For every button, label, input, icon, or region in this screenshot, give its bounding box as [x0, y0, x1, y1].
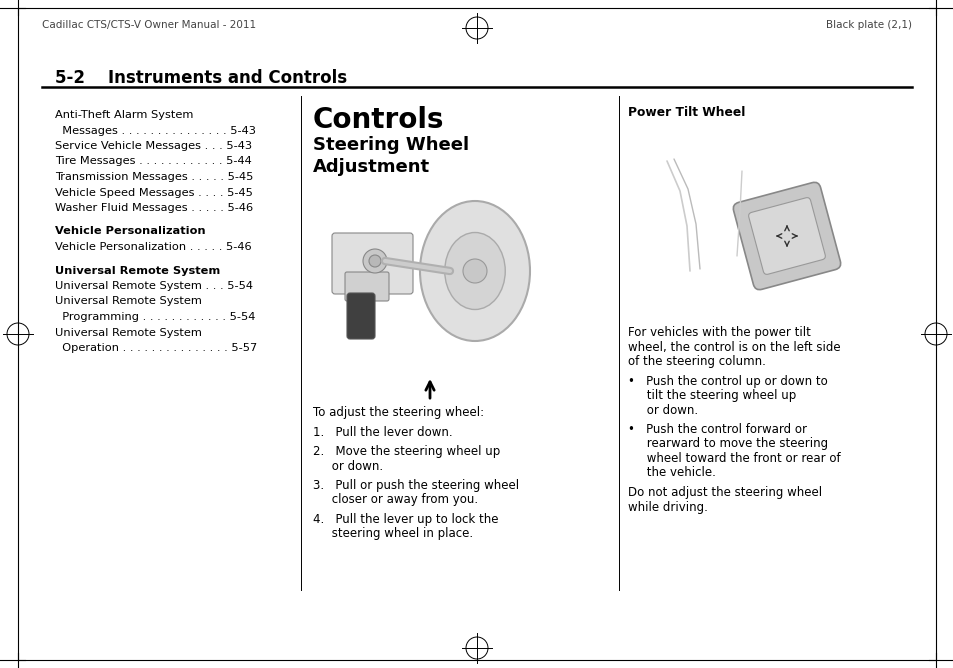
Text: Universal Remote System: Universal Remote System: [55, 297, 202, 307]
Circle shape: [363, 249, 387, 273]
Text: Transmission Messages . . . . . 5-45: Transmission Messages . . . . . 5-45: [55, 172, 253, 182]
Text: Vehicle Personalization . . . . . 5-46: Vehicle Personalization . . . . . 5-46: [55, 242, 252, 252]
Text: 5-2    Instruments and Controls: 5-2 Instruments and Controls: [55, 69, 347, 87]
Text: Cadillac CTS/CTS-V Owner Manual - 2011: Cadillac CTS/CTS-V Owner Manual - 2011: [42, 20, 255, 30]
Text: Tire Messages . . . . . . . . . . . . 5-44: Tire Messages . . . . . . . . . . . . 5-…: [55, 156, 252, 166]
Text: Do not adjust the steering wheel: Do not adjust the steering wheel: [627, 486, 821, 499]
FancyBboxPatch shape: [733, 182, 840, 290]
Text: Universal Remote System . . . 5-54: Universal Remote System . . . 5-54: [55, 281, 253, 291]
Text: Operation . . . . . . . . . . . . . . . 5-57: Operation . . . . . . . . . . . . . . . …: [55, 343, 257, 353]
Text: 3.   Pull or push the steering wheel: 3. Pull or push the steering wheel: [313, 479, 518, 492]
Ellipse shape: [419, 201, 530, 341]
Text: closer or away from you.: closer or away from you.: [313, 494, 477, 506]
Text: Black plate (2,1): Black plate (2,1): [825, 20, 911, 30]
Text: Vehicle Personalization: Vehicle Personalization: [55, 226, 206, 236]
Text: steering wheel in place.: steering wheel in place.: [313, 528, 473, 540]
Text: rearward to move the steering: rearward to move the steering: [627, 438, 827, 450]
Circle shape: [462, 259, 486, 283]
Text: Messages . . . . . . . . . . . . . . . 5-43: Messages . . . . . . . . . . . . . . . 5…: [55, 126, 255, 136]
FancyBboxPatch shape: [748, 198, 824, 275]
Text: or down.: or down.: [627, 403, 698, 417]
FancyBboxPatch shape: [345, 272, 389, 301]
Text: Vehicle Speed Messages . . . . 5-45: Vehicle Speed Messages . . . . 5-45: [55, 188, 253, 198]
Text: 4.   Pull the lever up to lock the: 4. Pull the lever up to lock the: [313, 513, 498, 526]
Text: Service Vehicle Messages . . . 5-43: Service Vehicle Messages . . . 5-43: [55, 141, 252, 151]
Text: For vehicles with the power tilt: For vehicles with the power tilt: [627, 326, 810, 339]
Text: wheel toward the front or rear of: wheel toward the front or rear of: [627, 452, 840, 465]
Ellipse shape: [444, 232, 505, 309]
Text: wheel, the control is on the left side: wheel, the control is on the left side: [627, 341, 840, 353]
Text: Controls: Controls: [313, 106, 444, 134]
Text: while driving.: while driving.: [627, 500, 707, 514]
Text: or down.: or down.: [313, 460, 383, 472]
Text: Steering Wheel
Adjustment: Steering Wheel Adjustment: [313, 136, 469, 176]
Text: Universal Remote System: Universal Remote System: [55, 265, 220, 275]
Text: tilt the steering wheel up: tilt the steering wheel up: [627, 389, 796, 402]
Text: of the steering column.: of the steering column.: [627, 355, 765, 368]
Text: Programming . . . . . . . . . . . . 5-54: Programming . . . . . . . . . . . . 5-54: [55, 312, 255, 322]
Text: To adjust the steering wheel:: To adjust the steering wheel:: [313, 406, 483, 419]
Text: Washer Fluid Messages . . . . . 5-46: Washer Fluid Messages . . . . . 5-46: [55, 203, 253, 213]
Text: 1.   Pull the lever down.: 1. Pull the lever down.: [313, 426, 452, 438]
Text: Anti-Theft Alarm System: Anti-Theft Alarm System: [55, 110, 193, 120]
Text: Power Tilt Wheel: Power Tilt Wheel: [627, 106, 744, 119]
FancyBboxPatch shape: [332, 233, 413, 294]
Text: 2.   Move the steering wheel up: 2. Move the steering wheel up: [313, 445, 499, 458]
Text: •   Push the control up or down to: • Push the control up or down to: [627, 375, 827, 387]
Circle shape: [369, 255, 380, 267]
Text: •   Push the control forward or: • Push the control forward or: [627, 423, 806, 436]
Text: Universal Remote System: Universal Remote System: [55, 327, 202, 337]
FancyBboxPatch shape: [347, 293, 375, 339]
Text: the vehicle.: the vehicle.: [627, 466, 715, 480]
